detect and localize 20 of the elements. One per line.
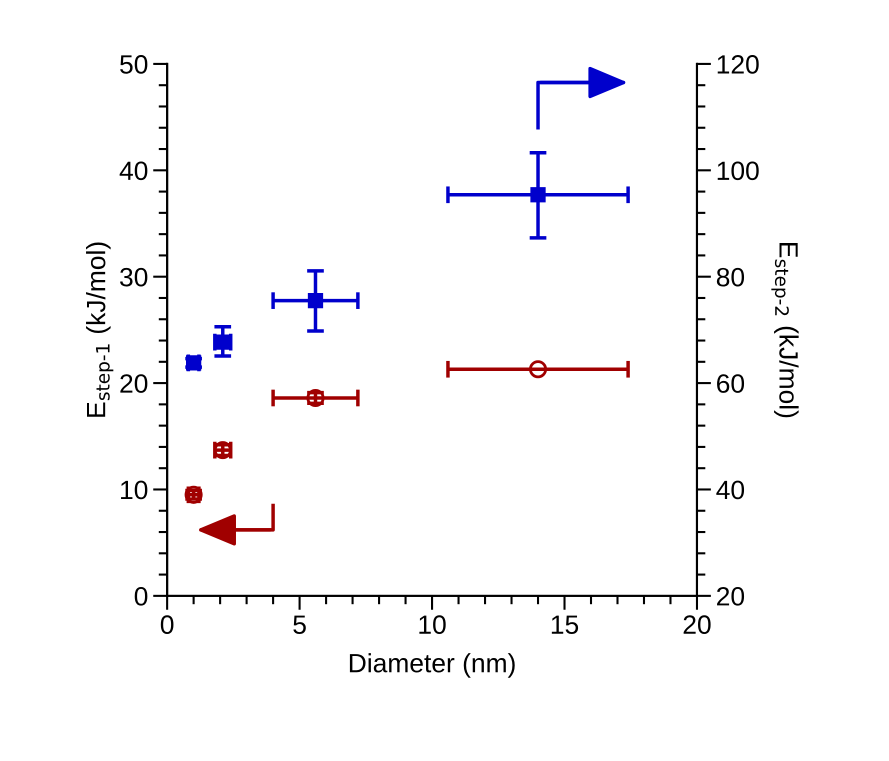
x-tick-label: 10	[419, 615, 446, 634]
y-tick-label: 40	[120, 161, 148, 180]
x-axis-title: Diameter (nm)	[350, 653, 515, 678]
y-tick-label: 20	[120, 374, 148, 393]
y-tick-label: 0	[134, 587, 148, 606]
y2-tick-label: 80	[716, 268, 744, 287]
x-tick-label: 5	[293, 616, 306, 634]
y2-tick-label: 20	[717, 587, 744, 606]
x-tick-label: 0	[160, 615, 174, 634]
y-tick-label: 10	[121, 480, 148, 500]
x-tick-label: 15	[552, 616, 578, 634]
y-axis-title: E$_{step-1}$ (kJ/mol)	[86, 242, 114, 417]
y2-tick-label: 100	[718, 161, 759, 180]
y2-axis-title: E$_{step-2}$ (kJ/mol)	[771, 242, 799, 418]
y-tick-label: 50	[120, 55, 148, 74]
x-tick-label: 20	[684, 615, 711, 634]
y-tick-label: 30	[120, 268, 148, 287]
y2-tick-label: 120	[718, 55, 759, 74]
y2-tick-label: 60	[717, 374, 744, 393]
y2-tick-label: 40	[716, 480, 744, 500]
